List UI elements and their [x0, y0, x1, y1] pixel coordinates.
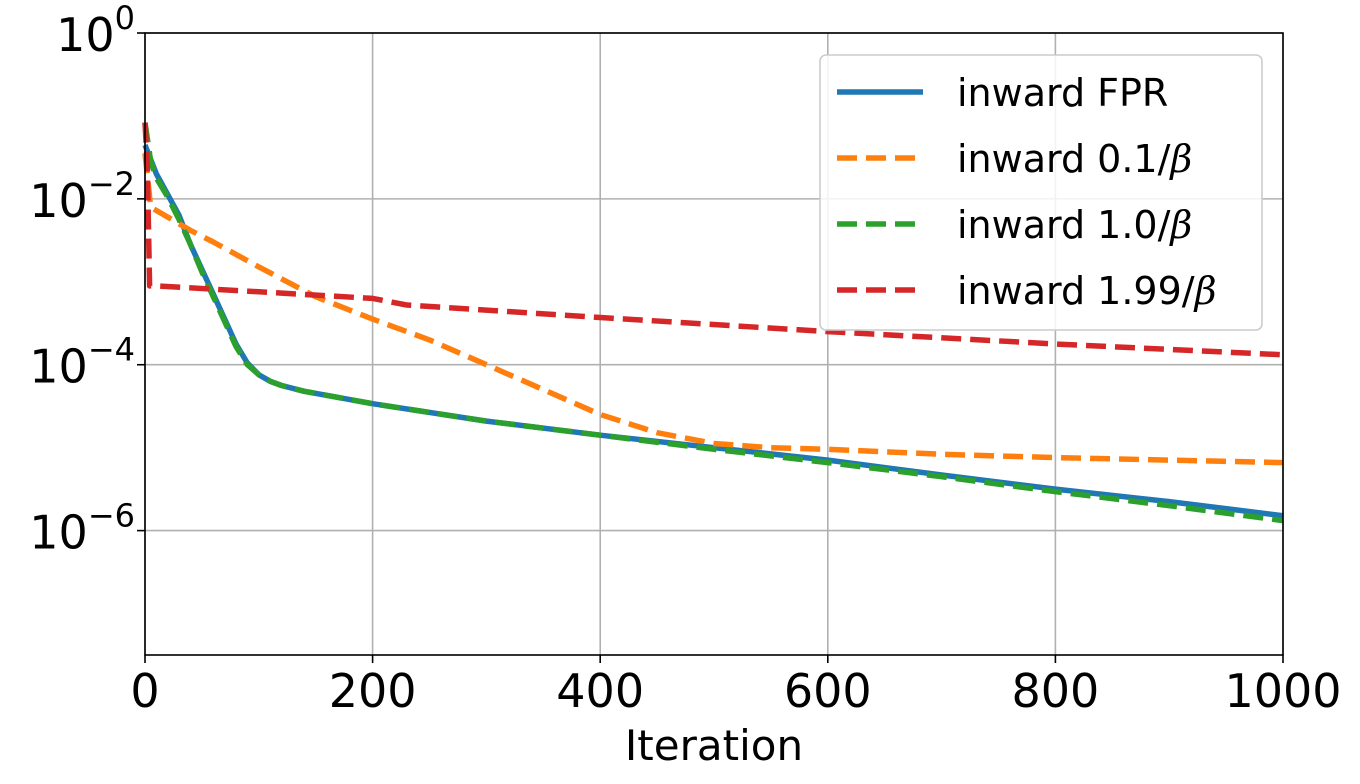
y-tick-label: 10−6: [29, 497, 135, 560]
x-tick-label: 200: [329, 664, 417, 718]
axis-ticks: 0 200 400 600 800 1000 100 10−2 10−4 10−6: [29, 0, 1341, 718]
x-tick-label: 1000: [1224, 664, 1341, 718]
series-line-4: [142, 122, 1284, 358]
y-tick-label: 100: [56, 0, 135, 62]
y-tick-label: 10−2: [29, 165, 135, 228]
x-tick-label: 0: [130, 664, 159, 718]
legend-box: [819, 54, 1263, 331]
x-axis-label: Iteration: [625, 721, 803, 770]
legend-label-1: inward FPR: [957, 71, 1168, 115]
series-lines: [142, 122, 1284, 524]
y-tick-label: 10−4: [29, 331, 135, 394]
series-line-3: [142, 122, 1284, 524]
series-line-2: [142, 153, 1284, 466]
legend-label-3: inward 1.0/β: [957, 203, 1192, 247]
x-tick-label: 400: [556, 664, 644, 718]
plot-frame: [144, 32, 1284, 656]
legend-label-2: inward 0.1/β: [957, 137, 1192, 181]
x-tick-label: 600: [784, 664, 872, 718]
legend: inward FPR inward 0.1/β inward 1.0/β inward…: [819, 54, 1263, 331]
legend-label-4: inward 1.99/β: [957, 269, 1217, 313]
x-tick-label: 800: [1011, 664, 1099, 718]
